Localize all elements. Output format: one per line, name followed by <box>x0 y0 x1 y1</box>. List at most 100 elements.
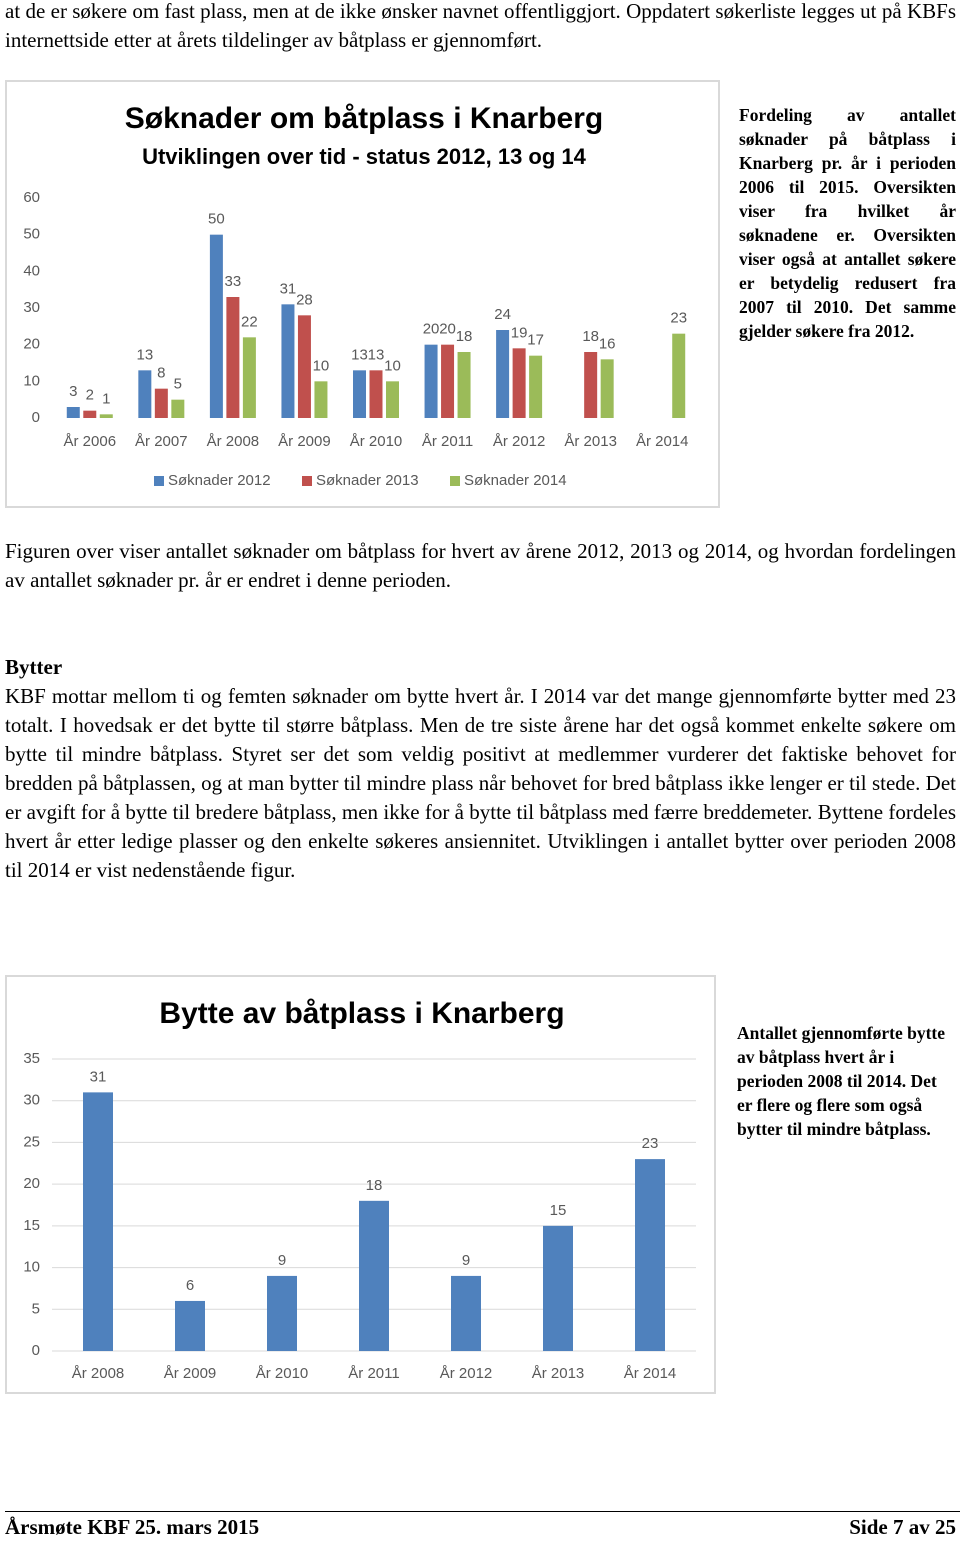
bar <box>457 352 471 418</box>
x-tick-label: År 2014 <box>624 1365 677 1382</box>
data-label: 13 <box>136 346 153 363</box>
footer-left: Årsmøte KBF 25. mars 2015 <box>5 1515 260 1539</box>
data-label: 18 <box>366 1177 383 1194</box>
data-label: 13 <box>351 346 368 363</box>
x-tick-label: År 2011 <box>422 433 473 450</box>
y-tick-label: 15 <box>23 1217 40 1234</box>
x-tick-label: År 2008 <box>207 433 260 450</box>
x-tick-label: År 2009 <box>278 433 331 450</box>
data-label: 10 <box>313 357 330 374</box>
bar <box>529 355 543 418</box>
bar <box>672 333 686 418</box>
y-tick-label: 30 <box>23 1092 40 1109</box>
section-heading: Bytter <box>5 655 63 679</box>
data-label: 31 <box>280 280 297 297</box>
data-label: 6 <box>186 1277 194 1294</box>
footer-right: Side 7 av 25 <box>849 1515 956 1539</box>
x-tick-label: År 2013 <box>564 433 617 450</box>
data-label: 22 <box>241 313 258 330</box>
data-label: 8 <box>157 365 165 382</box>
legend-label: Søknader 2012 <box>168 472 271 489</box>
bar <box>226 297 240 418</box>
data-label: 5 <box>174 376 182 393</box>
data-label: 15 <box>550 1202 567 1219</box>
chart-title: Søknader om båtplass i Knarberg <box>125 102 603 135</box>
data-label: 50 <box>208 211 225 228</box>
x-tick-label: År 2013 <box>532 1365 585 1382</box>
bar <box>600 359 614 418</box>
y-tick-label: 0 <box>32 409 40 426</box>
data-label: 24 <box>494 306 511 323</box>
bar <box>171 399 185 418</box>
bar <box>66 407 80 418</box>
y-tick-label: 5 <box>32 1300 40 1317</box>
x-tick-label: År 2007 <box>135 433 188 450</box>
bar <box>138 370 152 418</box>
data-label: 19 <box>511 324 528 341</box>
bar <box>635 1159 665 1351</box>
x-tick-label: År 2010 <box>350 433 403 450</box>
data-label: 18 <box>582 328 599 345</box>
bar <box>386 381 399 418</box>
x-tick-label: År 2006 <box>64 433 117 450</box>
bar <box>543 1225 573 1351</box>
chart: Bytte av båtplass i Knarberg 0 5 10 15 20 25 30… <box>5 975 716 1394</box>
data-label: 9 <box>278 1252 286 1269</box>
data-label: 28 <box>296 291 313 308</box>
bar <box>83 410 97 418</box>
bar <box>175 1300 205 1351</box>
bar <box>353 370 366 418</box>
chart-note: Antallet gjennomførte bytte av båtplass … <box>737 1023 946 1139</box>
x-tick-label: År 2012 <box>440 1365 493 1382</box>
y-tick-label: 25 <box>23 1133 40 1150</box>
intro: at de er søkere om fast plass, men at de… <box>5 0 956 52</box>
legend-swatch <box>302 476 312 486</box>
y-tick-label: 0 <box>32 1342 40 1359</box>
y-tick-label: 10 <box>23 1259 40 1276</box>
footer-rule <box>5 1511 960 1512</box>
x-tick-label: År 2009 <box>164 1365 217 1382</box>
x-tick-label: År 2012 <box>493 433 546 450</box>
bar <box>83 1092 113 1351</box>
x-tick-label: År 2014 <box>636 433 689 450</box>
y-tick-label: 10 <box>23 372 40 389</box>
bar <box>99 414 113 418</box>
data-label: 18 <box>456 328 473 345</box>
data-label: 3 <box>69 383 77 400</box>
y-tick-label: 20 <box>23 336 40 353</box>
y-tick-label: 40 <box>23 262 40 279</box>
bar <box>242 337 256 418</box>
data-label: 33 <box>225 273 242 290</box>
bar <box>496 330 510 418</box>
chart-note: Fordeling av antallet søknader på båtpla… <box>739 105 956 341</box>
paragraph: KBF mottar mellom ti og femten søknader … <box>5 684 956 882</box>
data-label: 20 <box>439 321 456 338</box>
y-tick-label: 50 <box>23 226 40 243</box>
bar <box>584 352 598 418</box>
bar <box>441 344 455 418</box>
data-label: 17 <box>527 332 544 349</box>
bar <box>369 370 383 418</box>
bar <box>359 1200 389 1351</box>
data-label: 16 <box>599 335 616 352</box>
bar <box>297 315 311 418</box>
bar <box>424 344 438 418</box>
paragraph: Figuren over viser antallet søknader om … <box>5 539 956 592</box>
x-tick-label: År 2008 <box>72 1365 125 1382</box>
chart-subtitle: Utviklingen over tid - status 2012, 13 o… <box>142 144 587 169</box>
bar <box>267 1275 297 1351</box>
y-tick-label: 30 <box>23 299 40 316</box>
y-tick-label: 60 <box>23 189 40 206</box>
data-label: 13 <box>368 346 385 363</box>
bar <box>154 388 168 418</box>
legend-swatch <box>450 476 460 486</box>
data-label: 10 <box>384 357 401 374</box>
data-label: 23 <box>670 310 687 327</box>
chart-title: Bytte av båtplass i Knarberg <box>159 997 564 1030</box>
legend-swatch <box>154 476 164 486</box>
x-tick-label: År 2010 <box>256 1365 309 1382</box>
data-label: 20 <box>423 321 440 338</box>
bar <box>314 381 328 418</box>
bar <box>451 1275 481 1351</box>
